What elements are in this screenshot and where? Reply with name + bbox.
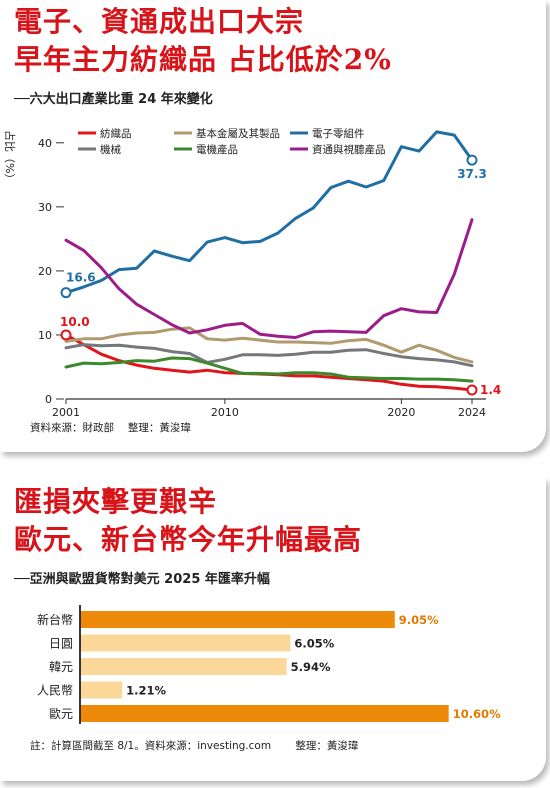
- chart1-subtitle: ──六大出口產業比重 24 年來變化: [14, 92, 213, 107]
- y-tick-label: 40: [38, 137, 52, 150]
- y-tick-label: 10: [38, 329, 52, 342]
- bar-chart: 新台幣 9.05% 日圓 6.05% 韓元 5.94% 人民幣 1.21% 歐元 10.60% 註…: [30, 605, 501, 752]
- bar-value-label: 5.94%: [291, 660, 331, 674]
- y-tick-label: 20: [38, 265, 52, 278]
- bar: [80, 658, 287, 675]
- bar: [80, 634, 291, 652]
- y-tick-label: 30: [38, 201, 52, 214]
- series-line: [64, 130, 474, 295]
- annotation-label: 10.0: [60, 315, 90, 329]
- bar-value-label: 1.21%: [126, 684, 166, 698]
- chart1-source: 資料來源：財政部 整理：黃浚瑋: [30, 421, 191, 434]
- legend-label: 機械: [100, 143, 121, 156]
- chart-card-currency: 匯損夾擊更艱辛 歐元、新台幣今年升幅最高 ──亞洲與歐盟貨幣對美元 2025 年…: [0, 478, 546, 781]
- chart2-title-line1: 匯損夾擊更艱辛: [14, 485, 218, 518]
- legend-label: 資通與視聽產品: [312, 143, 386, 156]
- category-label: 歐元: [49, 706, 73, 721]
- bar: [80, 705, 449, 722]
- annotation-marker: [466, 384, 478, 396]
- bar-value-label: 10.60%: [453, 707, 501, 721]
- legend-label: 紡織品: [100, 127, 132, 140]
- category-label: 韓元: [49, 660, 73, 674]
- chart1-title-line1: 電子、資通成出口大宗: [14, 5, 305, 38]
- chart2-subtitle: ──亞洲與歐盟貨幣對美元 2025 年匯率升幅: [14, 572, 270, 587]
- legend-label: 基本金屬及其製品: [196, 127, 280, 140]
- x-tick-label: 2010: [211, 406, 239, 419]
- y-axis-label: 占比（%）: [3, 130, 17, 184]
- legend-label: 電機產品: [196, 143, 238, 156]
- series-line: [64, 326, 474, 364]
- annotation-marker: [60, 287, 72, 299]
- chart2-footnote: 註：計算區間截至 8/1。資料來源：investing.com 整理：黃浚瑋: [30, 739, 359, 752]
- series-line: [64, 356, 474, 383]
- bar: [80, 611, 395, 628]
- bar-value-label: 6.05%: [294, 637, 334, 651]
- x-tick-label: 2024: [458, 406, 486, 419]
- annotation-label: 1.4: [480, 383, 501, 397]
- legend-label: 電子零組件: [312, 127, 365, 140]
- annotation-marker: [60, 329, 72, 341]
- annotation-marker: [466, 154, 478, 166]
- line-chart: 占比（%） 0 10 20 30 40 2001 2010 2020 2024 16.6 37.3…: [3, 127, 501, 434]
- chart2-title-line2: 歐元、新台幣今年升幅最高: [14, 523, 363, 556]
- bar: [80, 681, 123, 699]
- annotation-label: 16.6: [66, 271, 96, 285]
- series-line: [64, 218, 474, 339]
- series-line: [64, 343, 474, 368]
- category-label: 日圓: [49, 637, 73, 651]
- chart-card-export-share: 電子、資通成出口大宗 早年主力紡織品 占比低於2% ──六大出口產業比重 24 …: [3, 5, 502, 434]
- y-tick-label: 0: [45, 393, 52, 406]
- x-tick-label: 2001: [52, 406, 80, 419]
- category-label: 新台幣: [37, 612, 73, 627]
- annotation-label: 37.3: [457, 167, 487, 181]
- category-label: 人民幣: [37, 684, 73, 698]
- x-tick-label: 2020: [387, 406, 415, 419]
- chart1-title-line2: 早年主力紡織品 占比低於2%: [14, 43, 392, 76]
- bar-value-label: 9.05%: [399, 613, 439, 627]
